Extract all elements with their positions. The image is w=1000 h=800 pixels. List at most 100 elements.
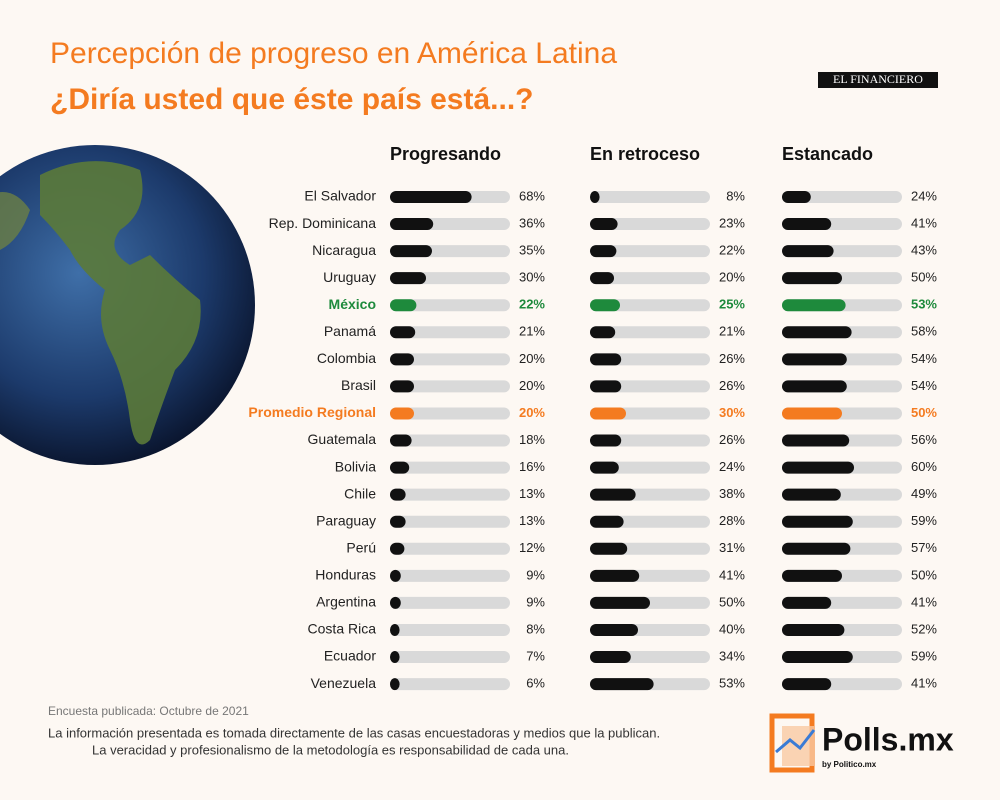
bar (390, 272, 426, 285)
value-label: 22% (719, 243, 745, 258)
bar-track (390, 596, 510, 609)
category-label: Perú (346, 539, 376, 555)
value-label: 12% (519, 540, 545, 555)
bar (782, 515, 853, 528)
bar-track (590, 245, 710, 258)
bar (390, 515, 406, 528)
bar (390, 596, 401, 609)
value-label: 16% (519, 459, 545, 474)
category-label: Argentina (316, 594, 376, 610)
value-label: 56% (911, 432, 937, 447)
bar-track (390, 407, 510, 420)
value-label: 34% (719, 648, 745, 663)
value-label: 50% (719, 594, 745, 609)
category-label: Costa Rica (308, 621, 377, 637)
category-label: El Salvador (304, 188, 376, 204)
value-label: 26% (719, 432, 745, 447)
value-label: 40% (719, 621, 745, 636)
value-label: 41% (911, 215, 937, 230)
bar (390, 542, 405, 555)
category-label: México (329, 296, 376, 312)
value-label: 59% (911, 648, 937, 663)
value-label: 30% (519, 270, 545, 285)
bar (590, 272, 614, 285)
bar (590, 218, 618, 231)
bar-track (390, 353, 510, 366)
bar (782, 272, 842, 285)
value-label: 53% (911, 297, 937, 312)
value-label: 13% (519, 513, 545, 528)
bar (590, 542, 628, 555)
bar (390, 488, 406, 501)
bar (590, 651, 631, 664)
value-label: 35% (519, 243, 545, 258)
bar (782, 542, 851, 555)
category-label: Brasil (341, 377, 376, 393)
category-label: Venezuela (311, 675, 377, 691)
bar (390, 623, 400, 636)
value-label: 24% (719, 459, 745, 474)
bar (590, 515, 624, 528)
value-label: 43% (911, 243, 937, 258)
bar (782, 380, 847, 393)
bar (782, 461, 854, 474)
category-label: Colombia (317, 350, 376, 366)
title: Percepción de progreso en América Latina (50, 37, 617, 70)
bar (390, 407, 414, 420)
value-label: 22% (519, 297, 545, 312)
value-label: 50% (911, 567, 937, 582)
bar (782, 299, 846, 312)
logo-subtext: by Politico.mx (822, 760, 877, 769)
bar (590, 299, 620, 312)
bar (782, 326, 852, 339)
value-label: 24% (911, 188, 937, 203)
category-label: Bolivia (335, 458, 376, 474)
category-label: Chile (344, 485, 376, 501)
bar-track (390, 299, 510, 312)
value-label: 26% (719, 351, 745, 366)
panel-header: Progresando (390, 144, 501, 164)
bar (590, 380, 622, 393)
value-label: 50% (911, 405, 937, 420)
bar-track (390, 461, 510, 474)
value-label: 8% (726, 188, 745, 203)
bar (782, 488, 841, 501)
bar-track (590, 191, 710, 203)
disclaimer: La veracidad y profesionalismo de la met… (92, 742, 569, 757)
bar (590, 678, 654, 691)
category-label: Ecuador (324, 648, 376, 664)
bar (782, 596, 832, 609)
globe (0, 145, 255, 465)
value-label: 13% (519, 486, 545, 501)
bar (390, 678, 400, 691)
bar (782, 434, 850, 447)
bar (782, 678, 832, 691)
value-label: 38% (719, 486, 745, 501)
bar-track (590, 461, 710, 474)
value-label: 68% (519, 188, 545, 203)
category-label: Uruguay (323, 269, 376, 285)
value-label: 52% (911, 621, 937, 636)
logo-text: Polls.mx (822, 721, 954, 757)
bar-track (590, 299, 710, 312)
bar (390, 299, 417, 312)
bar (590, 596, 650, 609)
panel-header: Estancado (782, 144, 873, 164)
value-label: 20% (519, 405, 545, 420)
bar (390, 380, 414, 393)
bar (782, 191, 811, 203)
bar-track (390, 434, 510, 447)
panel-header: En retroceso (590, 144, 700, 164)
bar (390, 461, 410, 474)
value-label: 36% (519, 215, 545, 230)
value-label: 60% (911, 459, 937, 474)
category-label: Honduras (315, 567, 376, 583)
value-label: 21% (719, 324, 745, 339)
value-label: 25% (719, 297, 745, 312)
bar-track (782, 191, 902, 203)
bar (782, 353, 847, 366)
bar (390, 434, 412, 447)
polls-logo (769, 713, 816, 773)
value-label: 41% (911, 676, 937, 691)
value-label: 59% (911, 513, 937, 528)
